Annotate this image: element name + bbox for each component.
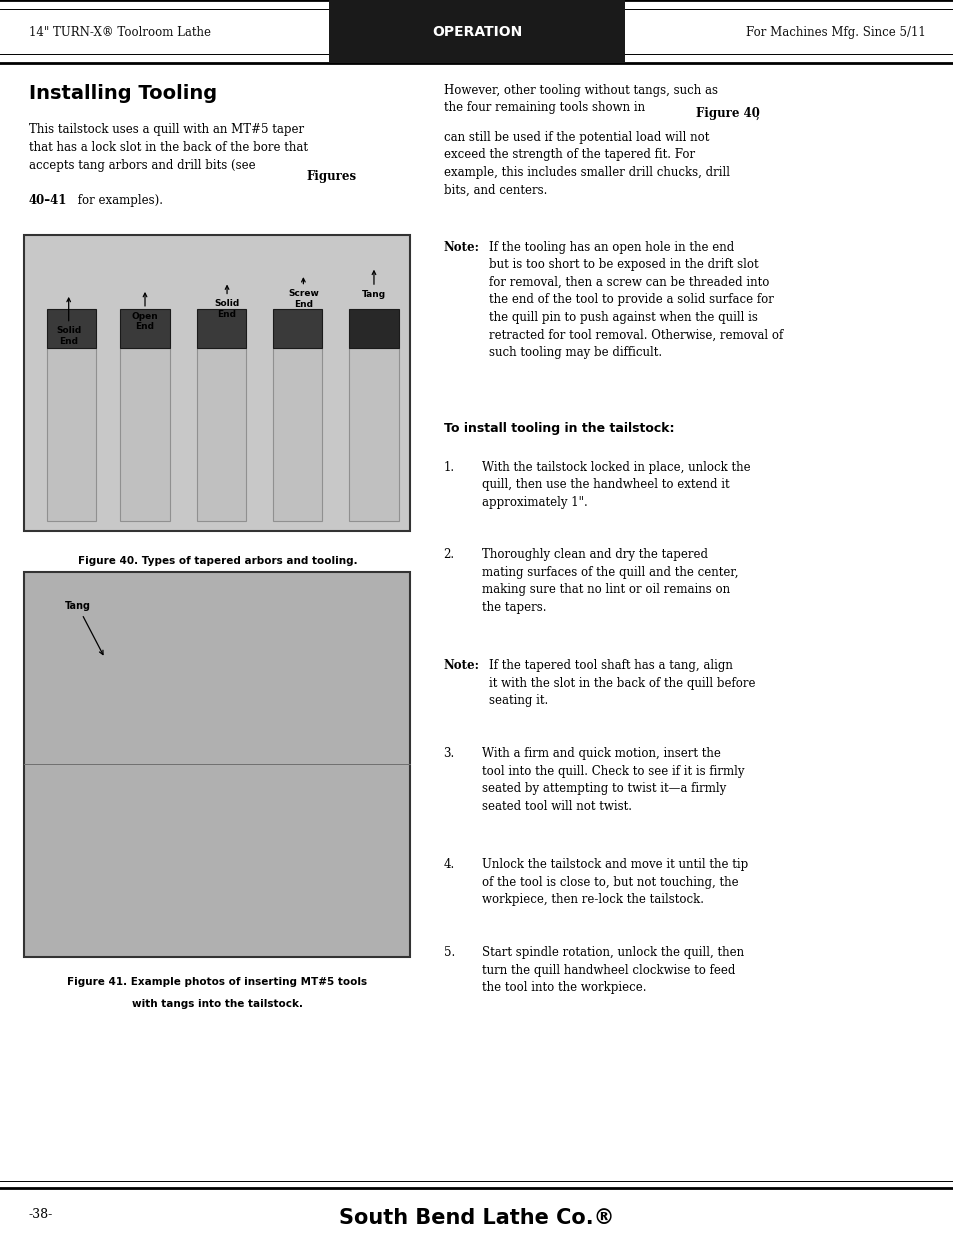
Bar <box>349 348 398 521</box>
Text: Figure 40. Types of tapered arbors and tooling.: Figure 40. Types of tapered arbors and t… <box>77 556 357 566</box>
Bar <box>349 309 398 348</box>
Text: Figure 40: Figure 40 <box>696 107 760 121</box>
Bar <box>24 235 410 531</box>
Text: With the tailstock locked in place, unlock the
quill, then use the handwheel to : With the tailstock locked in place, unlo… <box>481 461 750 509</box>
Text: Figures: Figures <box>306 170 356 184</box>
Text: Start spindle rotation, unlock the quill, then
turn the quill handwheel clockwis: Start spindle rotation, unlock the quill… <box>481 946 743 994</box>
Text: Unlock the tailstock and move it until the tip
of the tool is close to, but not : Unlock the tailstock and move it until t… <box>481 858 747 906</box>
Text: 3.: 3. <box>443 747 455 761</box>
Text: ,: , <box>755 107 759 121</box>
Bar <box>273 309 322 348</box>
Text: -38-: -38- <box>29 1208 52 1221</box>
Bar <box>196 348 246 521</box>
Text: 5.: 5. <box>443 946 455 960</box>
Text: Solid
End: Solid End <box>214 285 239 319</box>
Text: 1.: 1. <box>443 461 455 474</box>
Text: Installing Tooling: Installing Tooling <box>29 84 216 103</box>
Text: Figure 41. Example photos of inserting MT#5 tools: Figure 41. Example photos of inserting M… <box>68 977 367 987</box>
Text: 40–41: 40–41 <box>29 194 67 207</box>
Text: With a firm and quick motion, insert the
tool into the quill. Check to see if it: With a firm and quick motion, insert the… <box>481 747 743 813</box>
Text: Screw
End: Screw End <box>288 278 318 309</box>
Text: Note:: Note: <box>443 241 479 254</box>
Text: 14" TURN-X® Toolroom Lathe: 14" TURN-X® Toolroom Lathe <box>29 26 211 38</box>
Text: If the tapered tool shaft has a tang, align
it with the slot in the back of the : If the tapered tool shaft has a tang, al… <box>489 659 755 708</box>
Text: can still be used if the potential load will not
exceed the strength of the tape: can still be used if the potential load … <box>443 131 729 196</box>
Text: for examples).: for examples). <box>74 194 163 207</box>
Bar <box>273 348 322 521</box>
Text: 2.: 2. <box>443 548 455 562</box>
Text: This tailstock uses a quill with an MT#5 taper
that has a lock slot in the back : This tailstock uses a quill with an MT#5… <box>29 124 307 172</box>
Text: Open
End: Open End <box>132 293 158 331</box>
Text: Tang: Tang <box>65 601 103 655</box>
Bar <box>120 348 170 521</box>
Text: Solid
End: Solid End <box>56 298 81 346</box>
Text: However, other tooling without tangs, such as
the four remaining tools shown in: However, other tooling without tangs, su… <box>443 84 717 115</box>
Text: Thoroughly clean and dry the tapered
mating surfaces of the quill and the center: Thoroughly clean and dry the tapered mat… <box>481 548 738 614</box>
Text: If the tooling has an open hole in the end
but is too short to be exposed in the: If the tooling has an open hole in the e… <box>489 241 782 359</box>
Text: For Machines Mfg. Since 5/11: For Machines Mfg. Since 5/11 <box>745 26 924 38</box>
Text: South Bend Lathe Co.®: South Bend Lathe Co.® <box>339 1208 614 1228</box>
Bar <box>24 572 410 957</box>
Bar <box>47 348 96 521</box>
Bar <box>329 0 624 62</box>
Bar <box>196 309 246 348</box>
Text: 4.: 4. <box>443 858 455 872</box>
Text: with tangs into the tailstock.: with tangs into the tailstock. <box>132 999 303 1009</box>
Text: OPERATION: OPERATION <box>432 25 521 40</box>
Bar <box>47 309 96 348</box>
Text: To install tooling in the tailstock:: To install tooling in the tailstock: <box>443 422 674 436</box>
Bar <box>120 309 170 348</box>
Text: Note:: Note: <box>443 659 479 673</box>
Text: Tang: Tang <box>361 270 386 299</box>
